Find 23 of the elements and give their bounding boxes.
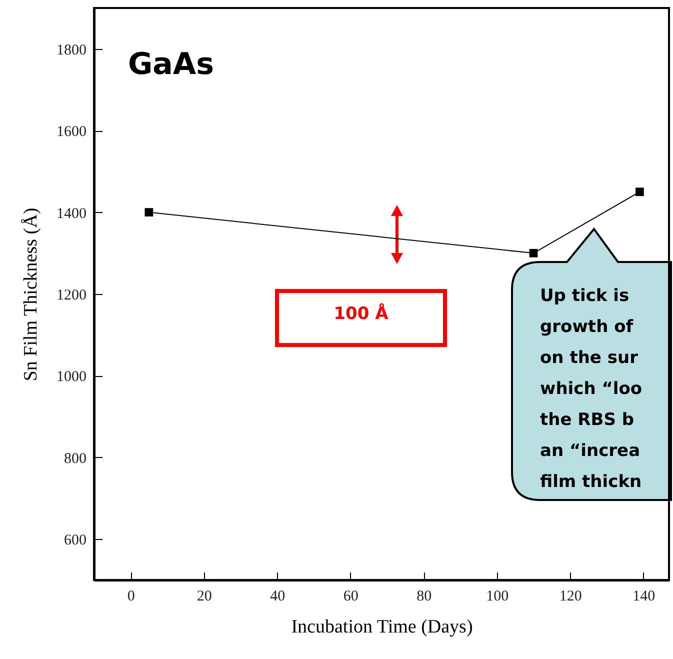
x-axis-title: Incubation Time (Days) xyxy=(291,616,473,638)
annotation: 100 Å xyxy=(334,303,390,324)
x-tick-label: 0 xyxy=(127,588,135,604)
x-tick-label: 140 xyxy=(632,588,656,604)
y-tick-label: 1400 xyxy=(56,206,86,222)
x-tick-label: 60 xyxy=(343,588,358,604)
point xyxy=(144,208,154,216)
y-tick-label: 800 xyxy=(64,450,86,467)
y-tick-label: 1800 xyxy=(56,42,86,58)
y-tick-label: 1600 xyxy=(56,124,86,140)
y-axis-title: Sn Film Thickness (Å) xyxy=(20,208,42,382)
point xyxy=(529,248,538,258)
annotation: GaAs xyxy=(128,47,214,82)
x-tick-label: 20 xyxy=(196,588,212,604)
x-tick-label: 100 xyxy=(486,588,509,604)
x-tick-label: 80 xyxy=(416,588,432,604)
point xyxy=(636,188,644,196)
annotation: Up tick is growth of on the sur which “loo the RBS b an “increa film thickn xyxy=(540,286,642,492)
y-tick-label: 600 xyxy=(64,532,86,549)
x-tick-label: 40 xyxy=(270,588,286,604)
y-tick-label: 1000 xyxy=(56,369,86,386)
y-tick-label: 1200 xyxy=(56,288,86,304)
x-tick-label: 120 xyxy=(559,588,582,604)
